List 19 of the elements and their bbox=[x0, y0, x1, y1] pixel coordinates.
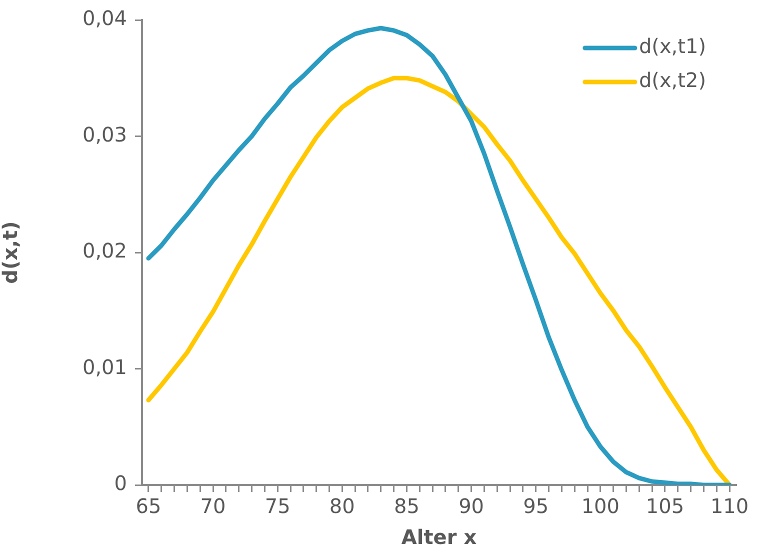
legend-label: d(x,t1) bbox=[638, 34, 706, 58]
x-tick-label: 75 bbox=[264, 494, 290, 518]
x-tick-label: 80 bbox=[329, 494, 355, 518]
y-tick-label: 0,02 bbox=[82, 238, 127, 263]
x-axis-title: Alter x bbox=[401, 525, 477, 550]
x-tick-label: 95 bbox=[523, 494, 549, 518]
x-tick-label: 90 bbox=[458, 494, 484, 518]
y-tick-label: 0,03 bbox=[82, 122, 127, 146]
x-tick-label: 105 bbox=[646, 494, 684, 518]
x-tick-label: 100 bbox=[581, 494, 620, 518]
x-tick-label: 85 bbox=[394, 494, 420, 518]
x-tick-label: 110 bbox=[710, 494, 749, 518]
x-tick-label: 65 bbox=[136, 494, 162, 518]
y-tick-label: 0 bbox=[114, 471, 127, 496]
y-tick-label: 0,04 bbox=[82, 6, 127, 30]
y-axis-title: d(x,t) bbox=[0, 221, 22, 284]
x-tick-label: 70 bbox=[200, 494, 226, 518]
y-tick-label: 0,01 bbox=[82, 354, 127, 379]
legend-label: d(x,t2) bbox=[638, 68, 706, 92]
